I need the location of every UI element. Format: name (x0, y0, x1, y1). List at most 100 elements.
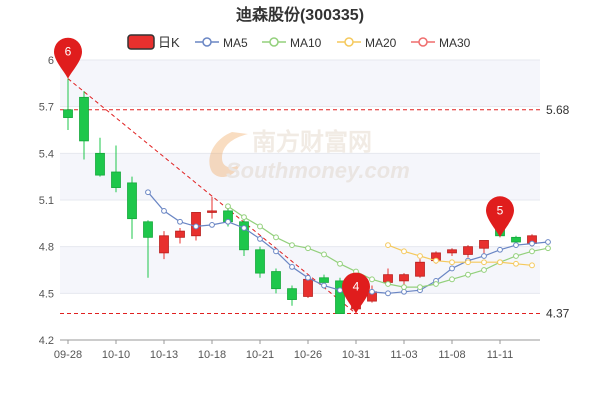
ma5-point (289, 263, 295, 270)
legend-kline-label: 日K (158, 35, 180, 50)
y-tick-label: 5.1 (39, 195, 54, 207)
watermark-url: Southmoney.com (226, 158, 410, 183)
ma5-point (161, 207, 167, 214)
legend: 日K MA5 MA10 MA20 MA30 (127, 34, 471, 50)
markers: 6 4 5 (54, 37, 514, 314)
ma10-point (433, 281, 439, 287)
candle-body (127, 182, 137, 220)
candle (271, 268, 281, 294)
candle-body (207, 210, 217, 213)
candle (175, 228, 185, 244)
candle (287, 285, 297, 306)
legend-ma30-dot (418, 37, 428, 47)
candle-body (303, 278, 313, 297)
candle-body (159, 235, 169, 254)
legend-item-ma5[interactable]: MA5 (195, 36, 248, 50)
legend-ma30-label: MA30 (439, 36, 471, 50)
ma10-point (449, 276, 455, 283)
ma10-point (417, 284, 423, 291)
ma20-point (449, 259, 455, 266)
candle-body (399, 274, 409, 282)
ma20-point (401, 248, 407, 255)
grid-band (60, 246, 540, 294)
candle-body (319, 277, 329, 283)
x-tick-label: 10-13 (150, 349, 178, 361)
legend-ma10-label: MA10 (290, 36, 322, 50)
candle-body (511, 236, 521, 243)
watermark-logo-icon (209, 132, 248, 178)
y-tick-label: 5.4 (39, 148, 54, 160)
legend-kline-swatch (127, 34, 155, 50)
candle-body (255, 249, 265, 274)
x-tick-label: 11-08 (438, 349, 465, 361)
ma20-point (497, 259, 503, 266)
grid-band (60, 60, 540, 107)
ma5-point (145, 189, 151, 196)
marker-pin: 5 (486, 196, 514, 238)
marker-pin: 6 (54, 37, 82, 79)
ma5-point (545, 239, 551, 245)
candle-body (143, 221, 153, 238)
ma10-point (273, 234, 279, 241)
marker-pin-icon (486, 196, 514, 238)
candle-body (335, 280, 345, 314)
legend-ma10-dot (269, 37, 279, 47)
candle (335, 277, 345, 314)
x-tick-label: 11-03 (390, 349, 417, 361)
ma10-point (481, 267, 487, 273)
x-tick-label: 10-31 (342, 349, 370, 361)
ma10-point (465, 271, 471, 278)
legend-item-ma30[interactable]: MA30 (411, 36, 471, 50)
y-tick-label: 4.5 (39, 288, 54, 300)
candle (79, 91, 89, 160)
ma5-point (481, 253, 487, 259)
candle (255, 246, 265, 278)
candle (127, 176, 137, 239)
ma5-point (177, 218, 183, 225)
ma20-point (513, 260, 519, 267)
ma10-point (241, 214, 247, 221)
ma10-point (513, 253, 519, 259)
legend-item-ma10[interactable]: MA10 (262, 36, 322, 50)
ma20-series (385, 242, 535, 269)
candle (447, 248, 457, 256)
marker-pin: 4 (342, 272, 370, 314)
watermark-text: 南方财富网 (252, 128, 372, 156)
x-tick-label: 10-26 (294, 349, 322, 361)
ma5-point (401, 288, 407, 295)
legend-item-ma20[interactable]: MA20 (337, 36, 397, 50)
ma10-point (225, 203, 231, 210)
marker-pin-icon (54, 37, 82, 79)
ma10-point (257, 223, 263, 230)
marker-label: 5 (497, 203, 504, 217)
candle (95, 137, 105, 177)
candle (479, 240, 489, 255)
candle (143, 220, 153, 278)
chart-title: 迪森股份(300335) (236, 5, 364, 24)
ma10-point (337, 260, 343, 267)
marker-pin-icon (342, 272, 370, 314)
ma5-point (369, 288, 375, 295)
ma10-point (321, 251, 327, 258)
reference-label: 5.68 (546, 103, 570, 117)
candle-body (239, 221, 249, 251)
ma10-point (385, 281, 391, 287)
candle (399, 273, 409, 286)
ma5-point (385, 290, 391, 297)
ma20-point (385, 242, 391, 249)
y-tick-label: 5.7 (39, 102, 54, 114)
y-tick-label: 6 (48, 55, 54, 67)
watermark: 南方财富网 Southmoney.com (209, 128, 410, 183)
ma10-point (545, 245, 551, 252)
ma5-point (257, 235, 263, 242)
legend-item-kline[interactable]: 日K (127, 34, 180, 50)
ma5-point (209, 221, 215, 228)
x-tick-label: 10-18 (198, 349, 226, 361)
y-tick-label: 4.8 (39, 242, 54, 254)
ma5-point (193, 223, 199, 230)
grid-bands (60, 60, 540, 294)
ma5-point (321, 282, 327, 289)
ma10-point (529, 248, 535, 255)
